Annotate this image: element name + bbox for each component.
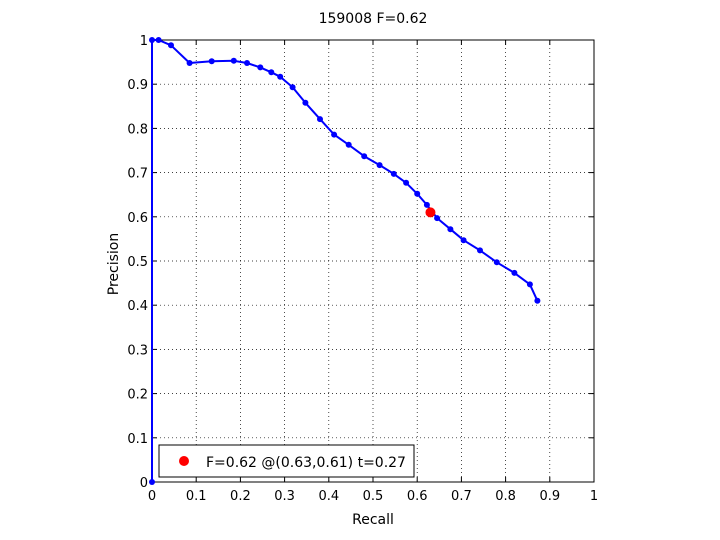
x-tick-label: 0.7 [451,489,472,504]
y-tick-label: 1 [140,34,148,49]
data-point [277,73,284,80]
data-point [186,60,193,66]
data-point [317,116,323,123]
y-tick-label: 0.3 [127,343,148,358]
data-point [423,201,430,208]
data-point [361,153,368,160]
y-tick-label: 0 [140,476,148,491]
legend-text: F=0.62 @(0.63,0.61) t=0.27 [206,455,406,471]
legend-marker [179,456,189,466]
data-point [447,226,454,233]
data-point [168,42,174,49]
x-axis-label: Recall [352,512,394,528]
data-point [244,60,250,66]
data-point [268,69,275,76]
data-point [460,237,467,244]
data-point [534,297,541,304]
data-point [493,259,500,266]
y-tick-label: 0.8 [127,122,148,137]
series-group [149,37,541,485]
data-point [511,269,518,276]
data-point [403,179,410,186]
data-point [155,37,162,43]
x-tick-label: 0.3 [274,489,295,504]
series-line [151,39,539,482]
data-point [477,247,483,254]
data-point [149,37,155,43]
data-point [289,84,296,91]
y-tick-label: 0.9 [127,78,148,93]
y-axis-label: Precision [106,233,122,295]
data-point [230,57,237,64]
x-tick-label: 0 [148,489,156,504]
x-tick-label: 1 [590,489,598,504]
x-tick-label: 0.4 [318,489,339,504]
data-point [331,131,338,138]
data-point [414,190,421,197]
x-tick-label: 0.6 [407,489,428,504]
y-tick-label: 0.6 [127,211,148,226]
data-point [257,64,264,71]
x-tick-label: 0.8 [495,489,516,504]
y-tick-label: 0.5 [127,255,148,270]
best-f-point [425,207,436,218]
x-tick-label: 0.2 [230,489,251,504]
y-tick-label: 0.4 [127,299,148,314]
legend: F=0.62 @(0.63,0.61) t=0.27 [158,444,415,478]
data-point [526,281,533,288]
chart-title: 159008 F=0.62 [319,11,428,27]
data-point [208,58,215,65]
y-tick-label: 0.2 [127,388,148,403]
data-point [149,479,155,485]
grid [152,40,594,482]
data-point [376,162,383,169]
x-tick-label: 0.1 [186,489,207,504]
data-point [390,170,397,177]
axis-ticks: 0 0.1 0.2 0.3 0.4 0.5 0.6 0.7 0.8 0.9 1 0 0.1 0.2 0.3 0… [127,34,598,504]
legend-box [158,444,415,478]
x-tick-label: 0.9 [539,489,560,504]
data-point [302,99,309,106]
data-point [345,141,352,148]
y-tick-label: 0.1 [127,432,148,447]
data-point [434,215,441,222]
x-tick-label: 0.5 [363,489,384,504]
y-tick-label: 0.7 [127,167,148,182]
